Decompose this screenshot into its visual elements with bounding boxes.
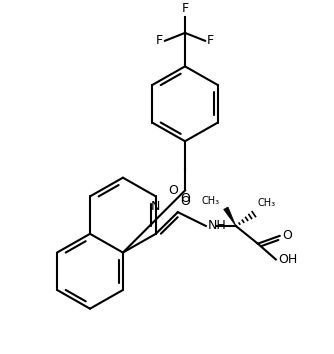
Polygon shape [224, 207, 236, 226]
Text: O: O [282, 229, 292, 242]
Text: F: F [207, 34, 214, 47]
Text: O: O [180, 195, 190, 208]
Text: N: N [151, 200, 161, 213]
Text: F: F [181, 2, 189, 15]
Text: NH: NH [208, 219, 226, 233]
Text: CH₃: CH₃ [202, 196, 220, 206]
Text: OH: OH [278, 253, 297, 266]
Text: F: F [156, 34, 163, 47]
Text: O: O [168, 184, 178, 197]
Text: O: O [180, 193, 190, 205]
Text: CH₃: CH₃ [258, 198, 276, 208]
